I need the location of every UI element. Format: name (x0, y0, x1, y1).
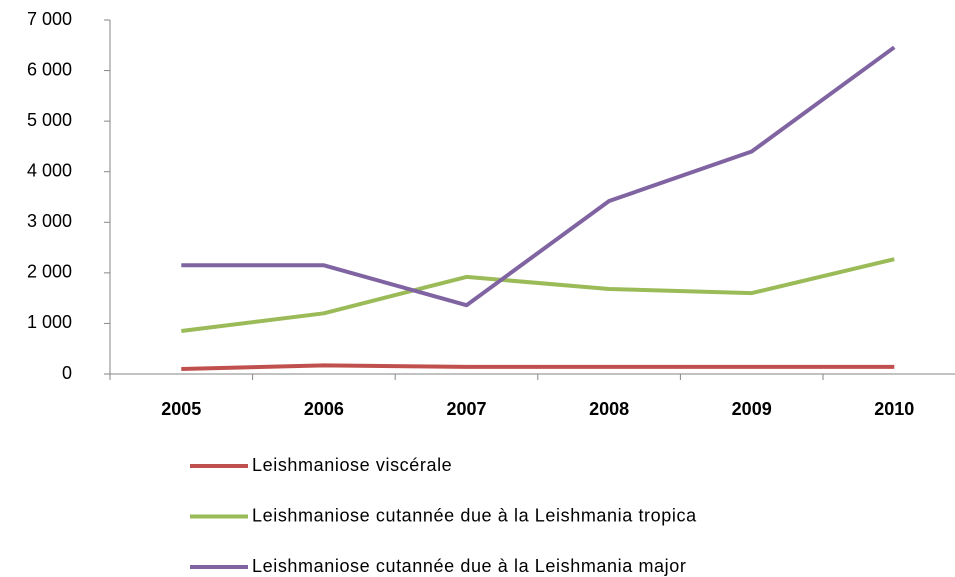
y-tick-label: 3 000 (27, 211, 72, 231)
y-tick-label: 0 (62, 363, 72, 383)
legend-label: Leishmaniose cutannée due à la Leishmani… (252, 505, 697, 525)
y-tick-label: 6 000 (27, 59, 72, 79)
x-tick-label: 2010 (874, 399, 914, 419)
series-line (181, 363, 895, 371)
y-tick-label: 1 000 (27, 312, 72, 332)
y-tick-label: 2 000 (27, 262, 72, 282)
x-tick-label: 2006 (304, 399, 344, 419)
legend-label: Leishmaniose cutannée due à la Leishmani… (252, 556, 686, 576)
y-tick-label: 4 000 (27, 160, 72, 180)
x-tick-label: 2007 (446, 399, 486, 419)
series-line (181, 45, 896, 308)
series-line (181, 257, 895, 333)
y-tick-label: 5 000 (27, 110, 72, 130)
y-tick-label: 7 000 (27, 9, 72, 29)
x-tick-label: 2008 (589, 399, 629, 419)
x-tick-label: 2009 (732, 399, 772, 419)
legend-label: Leishmaniose viscérale (252, 455, 452, 475)
x-tick-label: 2005 (161, 399, 201, 419)
